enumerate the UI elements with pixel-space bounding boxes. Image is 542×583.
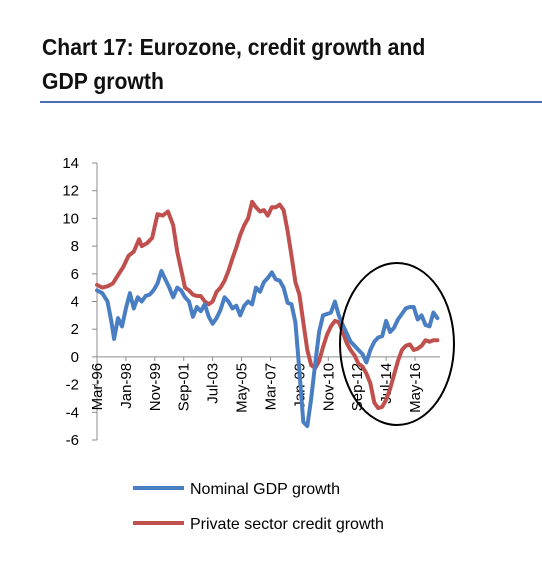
legend-label: Nominal GDP growth (190, 481, 340, 498)
x-tick-label: May-05 (234, 363, 251, 413)
y-tick-labels: 14 12 10 8 6 4 2 0 -2 -4 -6 (62, 155, 79, 449)
y-tick-label: -2 (66, 377, 79, 394)
x-tick-label: Mar-96 (89, 363, 106, 411)
x-tick-label: Nov-99 (147, 363, 164, 411)
y-tick-label: 12 (62, 183, 79, 200)
y-tick-label: 6 (71, 266, 79, 283)
legend: Nominal GDP growth Private sector credit … (133, 481, 384, 533)
y-tick-label: -4 (66, 404, 79, 421)
x-tick-label: Sep-01 (176, 363, 193, 411)
y-tick-label: -6 (66, 432, 79, 449)
legend-label: Private sector credit growth (190, 516, 384, 533)
highlight-ellipse (340, 263, 454, 425)
x-tick-label: Jul-03 (205, 363, 222, 404)
x-tick-label: May-16 (407, 363, 424, 413)
x-tick-label: Nov-10 (320, 363, 337, 411)
x-tick-label: Jan-98 (118, 363, 135, 409)
y-tick-label: 8 (71, 238, 79, 255)
x-tick-label: Mar-07 (262, 363, 279, 411)
y-tick-label: 2 (71, 321, 79, 338)
y-tick-label: 10 (62, 210, 79, 227)
y-tick-label: 0 (71, 349, 79, 366)
y-tick-label: 14 (62, 155, 79, 172)
x-tick-labels: Mar-96 Jan-98 Nov-99 Sep-01 Jul-03 May-05 Mar-… (89, 363, 424, 413)
annotations (340, 263, 454, 425)
y-tick-label: 4 (71, 294, 79, 311)
